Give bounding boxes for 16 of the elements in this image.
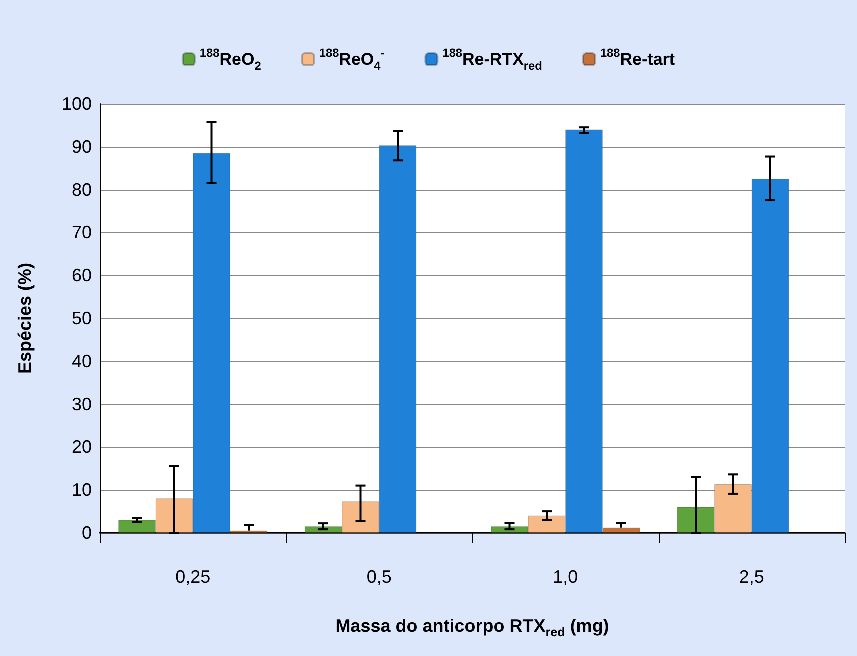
y-tick-label: 40 bbox=[72, 351, 92, 372]
x-tick-label: 2,5 bbox=[739, 567, 764, 587]
y-tick-label: 10 bbox=[72, 480, 92, 500]
x-tick-label: 0,5 bbox=[366, 567, 392, 587]
y-tick-label: 100 bbox=[62, 94, 92, 114]
x-tick-label: 0,25 bbox=[176, 567, 211, 587]
y-tick-label: 90 bbox=[72, 136, 92, 157]
y-tick-label: 20 bbox=[72, 437, 92, 458]
y-axis-title: Espécies (%) bbox=[15, 262, 35, 374]
y-tick-label: 0 bbox=[82, 523, 92, 543]
y-tick-label: 50 bbox=[72, 308, 92, 328]
y-tick-label: 60 bbox=[72, 266, 92, 286]
y-tick-label: 80 bbox=[72, 180, 92, 200]
y-tick-label: 30 bbox=[72, 394, 92, 414]
y-tick-label: 70 bbox=[72, 222, 92, 243]
x-tick-label: 1,0 bbox=[553, 567, 578, 587]
